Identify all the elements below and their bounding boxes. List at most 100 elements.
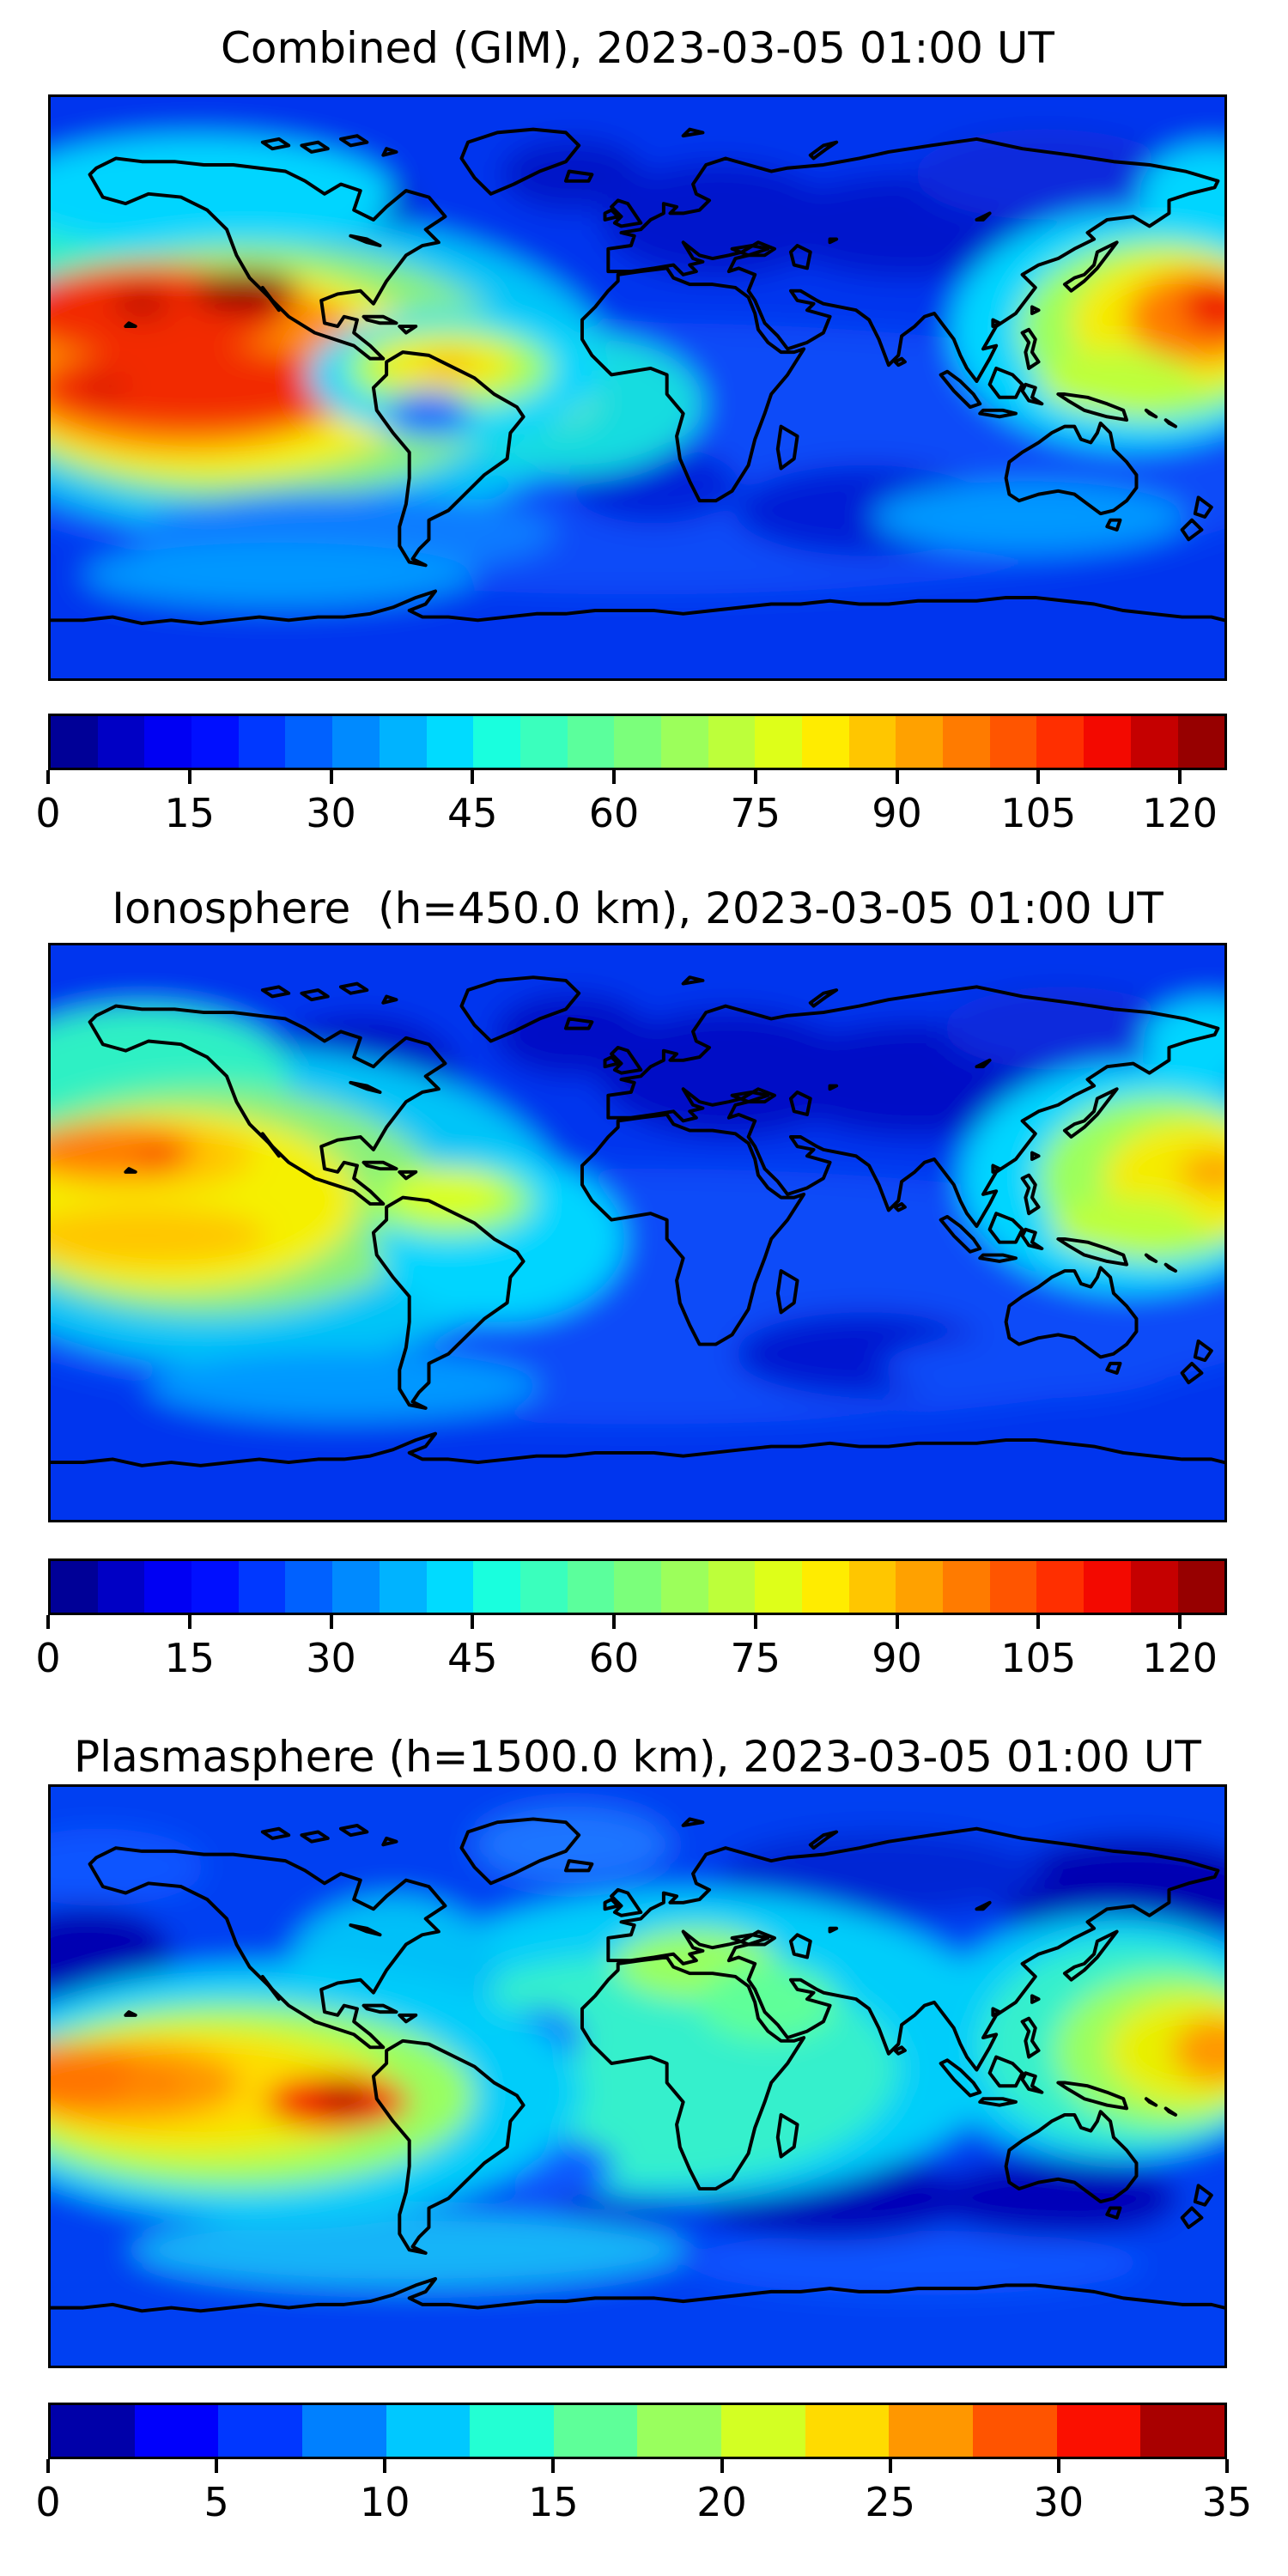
colorbar-segment [426,716,474,768]
map-ionosphere [48,943,1227,1522]
tick-label: 120 [1142,1635,1218,1681]
panel-title-combined: Combined (GIM), 2023-03-05 01:00 UT [221,23,1054,73]
colorbar-segment [332,1561,380,1613]
colorbar-segment [519,1561,568,1613]
panel-title-plasmasphere: Plasmasphere (h=1500.0 km), 2023-03-05 0… [74,1732,1201,1782]
colorbar-segment [97,1561,145,1613]
colorbar-segment [238,716,286,768]
colorbar-segment [755,716,802,768]
colorbar-segment [51,1561,98,1613]
colorbar-segment [567,716,615,768]
tick-mark [187,770,191,784]
colorbar-segment [660,1561,708,1613]
tick-label: 105 [1000,1635,1077,1681]
colorbar-combined-ticklabels: 0 15 30 45 60 75 90 105 120 [35,790,1227,840]
colorbar-plasmasphere-ticklabels: 0 5 10 15 20 25 30 35 [35,2479,1252,2529]
tick-mark [720,2459,724,2473]
colorbar-segment [51,716,98,768]
colorbar-segment [721,2405,805,2457]
colorbar-segment [379,1561,427,1613]
map-combined [48,94,1227,681]
tick-mark [471,1615,475,1629]
tick-label: 0 [35,2479,61,2525]
tick-label: 45 [447,790,498,836]
colorbar-segment [238,1561,286,1613]
colorbar-ionosphere-tickmarks [46,1615,1227,1629]
colorbar-segment [1084,1561,1131,1613]
colorbar-segment [191,1561,239,1613]
colorbar-segment [943,716,990,768]
tick-label: 0 [35,1635,61,1681]
colorbar-segment [802,1561,849,1613]
tick-mark [471,770,475,784]
tick-mark [1178,770,1182,784]
colorbar-segment [1056,2405,1141,2457]
colorbar-segment [567,1561,615,1613]
colorbar-segment [973,2405,1057,2457]
colorbar-segment [386,2405,471,2457]
colorbar-segment [51,2405,135,2457]
tick-label: 30 [306,1635,356,1681]
colorbar-segment [191,716,239,768]
colorbar-segment [614,716,661,768]
tec-field [51,1787,1224,2366]
colorbar-combined [48,714,1227,770]
colorbar-segment [802,716,849,768]
tick-label: 30 [306,790,356,836]
tick-mark [888,2459,892,2473]
tick-label: 15 [164,790,216,836]
tick-mark [1056,2459,1060,2473]
tick-mark [1036,1615,1041,1629]
colorbar-segment [848,1561,896,1613]
tec-field [51,945,1224,1520]
tick-mark [895,1615,899,1629]
colorbar-segment [379,716,427,768]
colorbar-segment [637,2405,722,2457]
tick-mark [551,2459,556,2473]
tick-label: 35 [1201,2479,1253,2525]
tick-label: 0 [35,790,61,836]
colorbar-segment [519,716,568,768]
tick-label: 5 [204,2479,229,2525]
colorbar-segment [889,2405,974,2457]
tick-label: 25 [865,2479,915,2525]
colorbar-segment [1177,716,1225,768]
tick-mark [612,1615,617,1629]
panel-title-ionosphere: Ionosphere (h=450.0 km), 2023-03-05 01:0… [112,884,1163,933]
colorbar-segment [755,1561,802,1613]
tick-label: 30 [1033,2479,1084,2525]
colorbar-segment [805,2405,890,2457]
tick-mark [329,1615,333,1629]
tick-mark [329,770,333,784]
tick-label: 75 [730,790,781,836]
colorbar-ionosphere [48,1558,1227,1615]
tick-label: 20 [696,2479,747,2525]
map-combined-svg [51,97,1224,678]
tec-field [51,97,1224,678]
colorbar-segment [332,716,380,768]
tick-mark [753,1615,757,1629]
colorbar-segment [470,2405,554,2457]
tick-mark [895,770,899,784]
colorbar-segment [426,1561,474,1613]
map-plasmasphere [48,1784,1227,2368]
tick-mark [383,2459,387,2473]
tick-label: 90 [872,1635,922,1681]
colorbar-segment [97,716,145,768]
colorbar-segment [473,716,520,768]
colorbar-segment [848,716,896,768]
colorbar-segment [614,1561,661,1613]
tick-label: 45 [447,1635,498,1681]
colorbar-segment [1036,716,1084,768]
colorbar-segment [1130,716,1178,768]
colorbar-segment [943,1561,990,1613]
colorbar-segment [989,716,1037,768]
tick-label: 60 [588,790,640,836]
colorbar-segment [1130,1561,1178,1613]
colorbar-segment [1036,1561,1084,1613]
tick-label: 60 [588,1635,640,1681]
tick-label: 105 [1000,790,1077,836]
tick-label: 15 [528,2479,579,2525]
tick-mark [1036,770,1041,784]
colorbar-segment [285,1561,333,1613]
